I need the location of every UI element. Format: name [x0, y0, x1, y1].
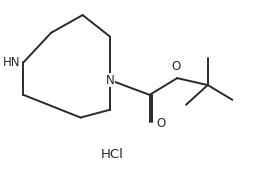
- Text: O: O: [157, 117, 166, 130]
- Text: N: N: [106, 74, 115, 87]
- Text: O: O: [172, 60, 181, 73]
- Text: HN: HN: [3, 56, 21, 69]
- Text: HCl: HCl: [101, 147, 124, 161]
